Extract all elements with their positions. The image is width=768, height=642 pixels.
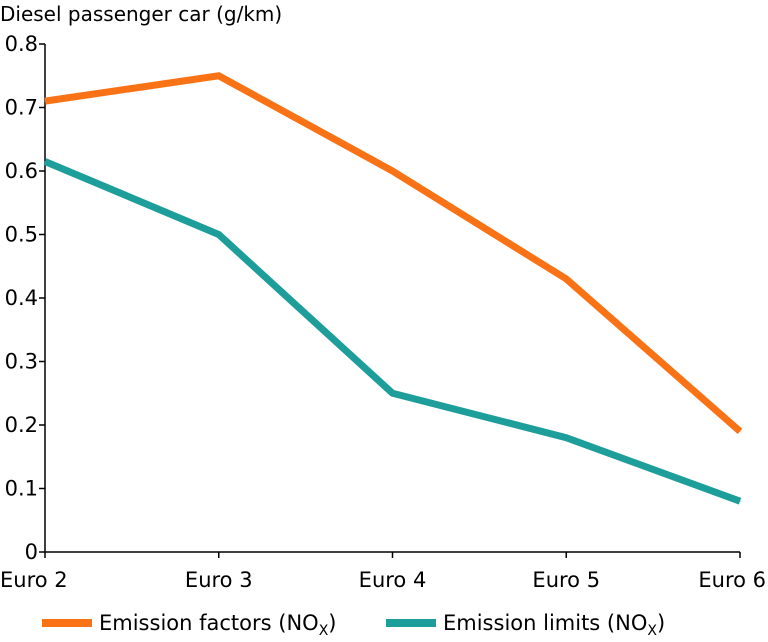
legend-label-tail: ) (328, 611, 336, 635)
y-tick-label: 0.3 (5, 350, 38, 374)
data-point (392, 392, 393, 394)
data-point (218, 75, 220, 77)
y-tick-label: 0.6 (5, 159, 38, 183)
y-axis: 0 0.1 0.2 0.3 0.4 0.5 0.6 0.7 0.8 (5, 32, 46, 564)
data-point (392, 170, 393, 172)
y-tick-label: 0.8 (5, 32, 38, 56)
data-point (565, 278, 567, 280)
data-point (44, 100, 46, 102)
x-tick-label: Euro 4 (359, 568, 427, 592)
data-point (739, 430, 741, 432)
legend-label-main: Emission factors (NO (99, 611, 319, 635)
y-tick-label: 0.2 (5, 413, 38, 437)
y-tick-label: 0.7 (5, 96, 38, 120)
y-tick-label: 0.1 (5, 477, 38, 501)
chart-title: Diesel passenger car (g/km) (0, 2, 282, 26)
legend-label-2: Emission limits (NOX) (443, 611, 665, 639)
series-line-1 (44, 72, 743, 434)
x-tick-label: Euro 3 (185, 568, 253, 592)
x-axis: Euro 2 Euro 3 Euro 4 Euro 5 Euro 6 (0, 551, 766, 592)
legend-label-1: Emission factors (NOX) (99, 611, 336, 639)
x-tick-label: Euro 2 (0, 568, 68, 592)
y-tick-label: 0.4 (5, 286, 38, 310)
legend-label-main: Emission limits (NO (443, 611, 647, 635)
data-point (565, 437, 567, 439)
x-tick-label: Euro 6 (698, 568, 766, 592)
legend: Emission factors (NOX) Emission limits (N… (42, 611, 665, 639)
data-point (44, 160, 46, 162)
y-tick-label: 0.5 (5, 223, 38, 247)
data-point (739, 500, 741, 502)
x-tick-label: Euro 5 (532, 568, 600, 592)
legend-label-tail: ) (657, 611, 665, 635)
y-tick-label: 0 (25, 540, 38, 564)
data-point (218, 234, 220, 235)
legend-label-sub: X (319, 623, 329, 639)
legend-label-sub: X (647, 623, 657, 639)
series-group (43, 72, 743, 505)
series-line-2 (43, 158, 742, 505)
